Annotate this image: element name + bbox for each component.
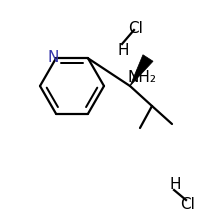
Text: H: H <box>118 43 129 58</box>
Text: N: N <box>47 50 59 65</box>
Text: Cl: Cl <box>128 21 143 35</box>
Text: Cl: Cl <box>180 196 195 211</box>
Text: H: H <box>170 177 181 192</box>
Text: NH₂: NH₂ <box>128 70 156 85</box>
Polygon shape <box>130 55 153 86</box>
